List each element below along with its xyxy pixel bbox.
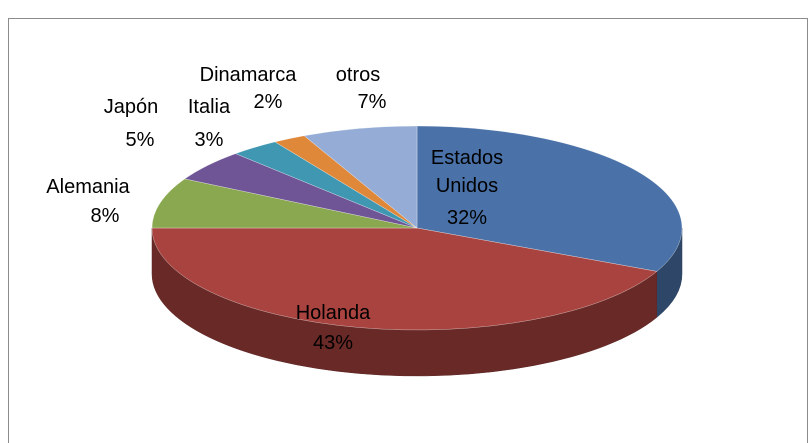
slice-value: 5% (125, 129, 155, 151)
slice-name: Estados Unidos (430, 147, 504, 197)
slice-value: 3% (194, 129, 224, 151)
slice-name: Holanda (295, 302, 371, 324)
slice-value: 2% (253, 91, 283, 113)
slice-name: Alemania (46, 176, 130, 198)
slice-name: otros (335, 64, 381, 86)
pie-slice (303, 125, 418, 229)
pie-slice (151, 178, 418, 229)
slice-name: Japón (103, 96, 159, 118)
chart-frame (8, 18, 808, 443)
slice-value: 8% (90, 205, 120, 227)
pie-slice (416, 125, 683, 272)
slice-name: Italia (187, 96, 231, 118)
slice-value: 32% (446, 207, 488, 229)
slice-value: 7% (357, 91, 387, 113)
pie-slice (151, 227, 658, 331)
pie-tops (151, 125, 683, 331)
slice-value: 43% (312, 332, 354, 354)
slice-name: Dinamarca (199, 64, 297, 86)
